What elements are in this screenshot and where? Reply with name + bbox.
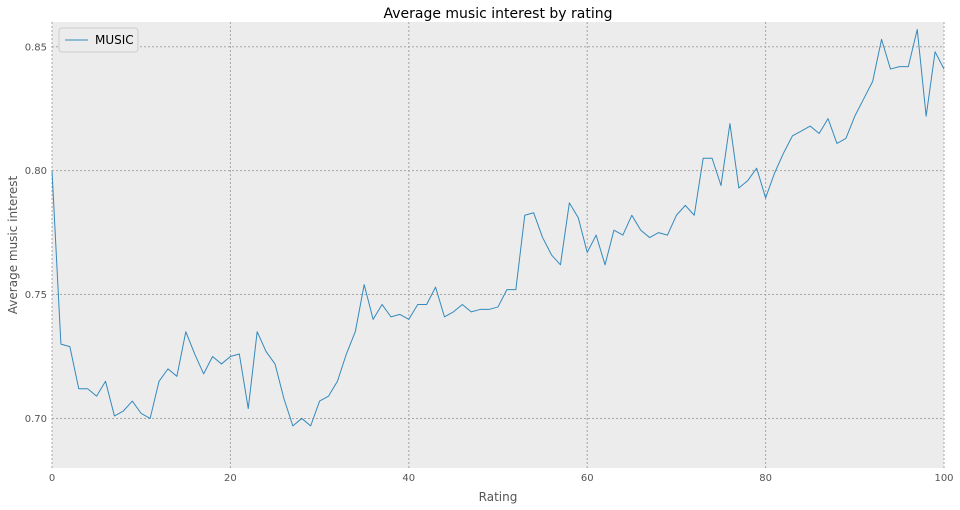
- y-axis-ticks: 0.70 0.75 0.80 0.85: [25, 42, 47, 425]
- legend-frame: [58, 27, 139, 53]
- legend-label-music: MUSIC: [95, 33, 134, 47]
- series-group: [51, 28, 945, 427]
- x-tick-label: 40: [402, 473, 415, 484]
- y-tick-label: 0.85: [25, 42, 47, 53]
- grid-lines: [51, 22, 945, 468]
- x-tick-label: 100: [934, 473, 953, 484]
- y-tick-label: 0.80: [25, 166, 47, 177]
- y-tick-label: 0.75: [25, 290, 47, 301]
- x-tick-label: 0: [49, 473, 55, 484]
- y-tick-label: 0.70: [25, 414, 47, 425]
- x-axis-ticks: 0 20 40 60 80 100: [49, 473, 954, 484]
- x-tick-label: 80: [759, 473, 772, 484]
- series-line-music: [51, 28, 945, 427]
- y-axis-label: Average music interest: [6, 175, 20, 314]
- x-tick-label: 60: [581, 473, 594, 484]
- plot-background: [52, 22, 944, 468]
- x-tick-label: 20: [224, 473, 237, 484]
- legend: MUSIC: [58, 27, 139, 53]
- x-axis-label: Rating: [479, 490, 518, 504]
- chart-title: Average music interest by rating: [383, 6, 612, 22]
